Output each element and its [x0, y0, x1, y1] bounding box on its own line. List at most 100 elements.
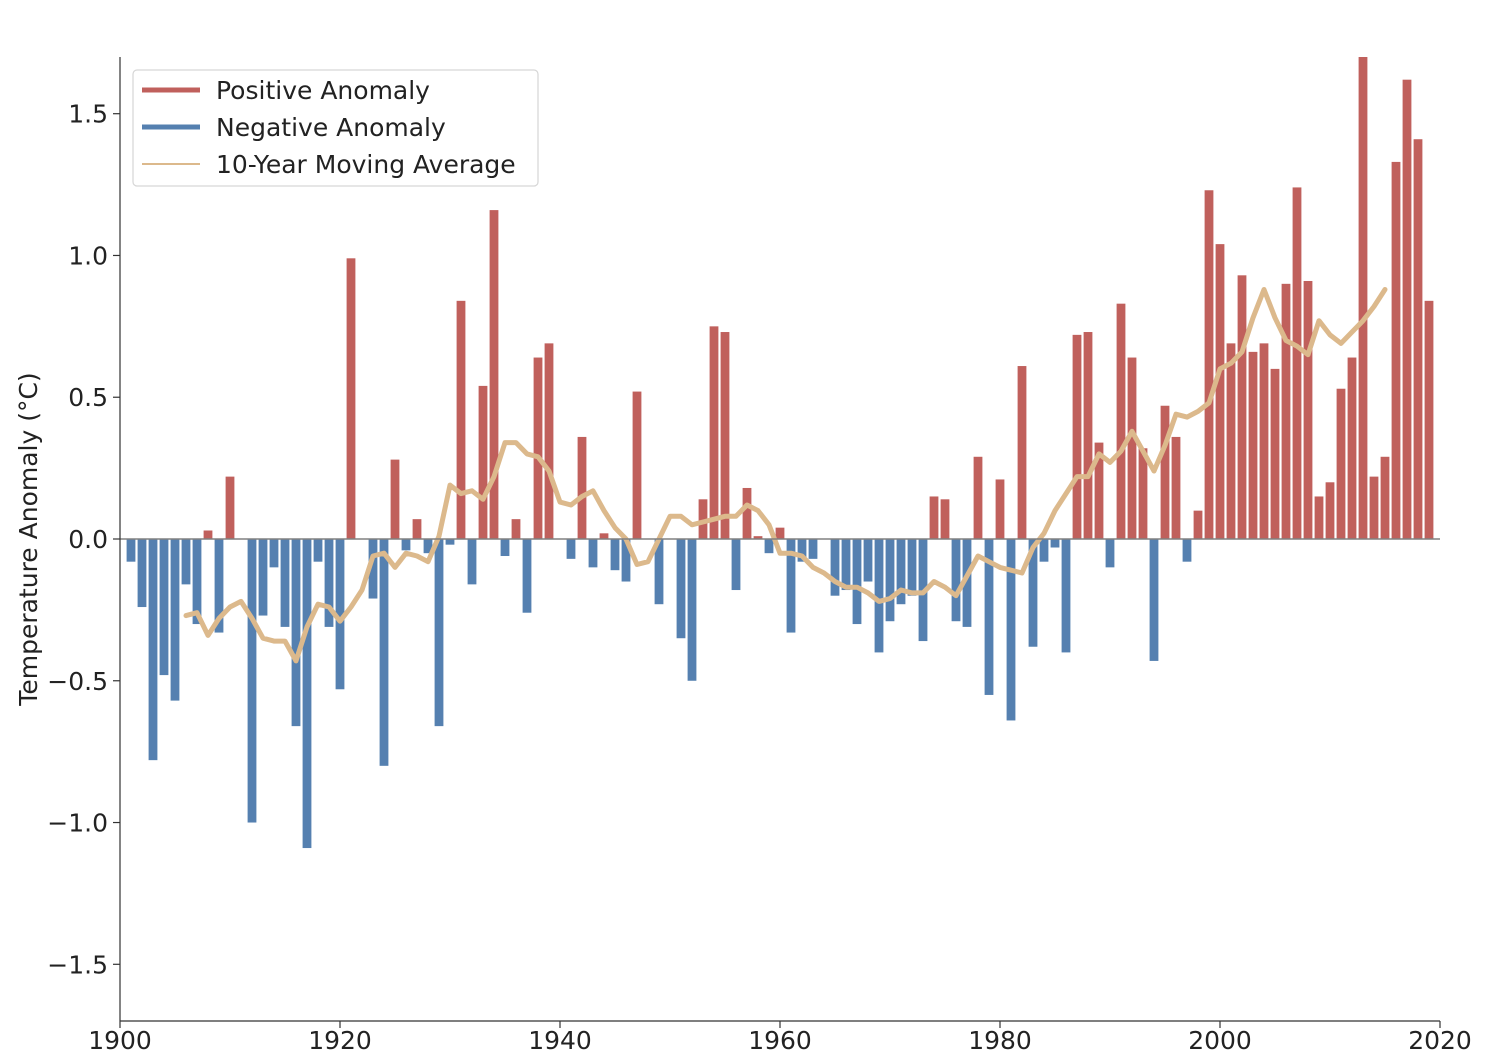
- anomaly-bar-1958: [753, 536, 763, 539]
- anomaly-bar-1904: [159, 539, 169, 676]
- anomaly-bar-1980: [995, 479, 1005, 539]
- anomaly-bar-1935: [500, 539, 510, 557]
- anomaly-bar-2010: [1325, 482, 1335, 539]
- anomaly-bar-1901: [126, 539, 136, 562]
- legend: Positive Anomaly Negative Anomaly 10-Year …: [132, 69, 539, 187]
- anomaly-bar-1981: [1006, 539, 1016, 721]
- anomaly-bar-2009: [1314, 496, 1324, 539]
- anomaly-bar-1971: [896, 539, 906, 605]
- anomaly-bar-1926: [401, 539, 411, 551]
- y-axis-ticks: −1.5 −1.0 −0.5 0.0 0.5 1.0 1.5: [47, 100, 120, 979]
- anomaly-bar-1998: [1193, 510, 1203, 539]
- anomaly-bar-1976: [951, 539, 961, 622]
- x-tick-label: 1940: [528, 1026, 592, 1055]
- anomaly-bar-1936: [511, 519, 521, 539]
- anomaly-bar-1920: [335, 539, 345, 690]
- y-axis-title: Temperature Anomaly (°C): [14, 372, 43, 706]
- moving-average-line: [183, 287, 1388, 664]
- anomaly-bar-1902: [137, 539, 147, 608]
- anomaly-bar-1956: [731, 539, 741, 591]
- y-tick-label: −1.5: [47, 950, 108, 979]
- anomaly-bar-1985: [1050, 539, 1060, 548]
- anomaly-bar-1979: [984, 539, 994, 695]
- anomaly-bar-1967: [852, 539, 862, 625]
- anomaly-bar-2006: [1281, 283, 1291, 539]
- anomaly-bar-1938: [533, 357, 543, 539]
- anomaly-bar-1952: [687, 539, 697, 681]
- anomaly-bar-1993: [1138, 448, 1148, 539]
- anomaly-bar-1962: [797, 539, 807, 562]
- anomaly-bar-1989: [1094, 442, 1104, 539]
- anomaly-bar-1910: [225, 476, 235, 539]
- anomaly-bar-1970: [885, 539, 895, 622]
- anomaly-bar-1965: [830, 539, 840, 596]
- anomaly-bar-1947: [632, 391, 642, 539]
- x-tick-label: 1960: [748, 1026, 812, 1055]
- anomaly-bar-2018: [1413, 139, 1423, 540]
- legend-box: [132, 69, 539, 187]
- y-tick-label: 0.0: [68, 525, 108, 554]
- anomaly-bar-1977: [962, 539, 972, 627]
- y-tick-label: 0.5: [68, 383, 108, 412]
- anomaly-bar-1972: [907, 539, 917, 596]
- anomaly-bar-2003: [1248, 351, 1258, 539]
- anomaly-bar-1968: [863, 539, 873, 582]
- anomaly-bar-2007: [1292, 187, 1302, 539]
- anomaly-bar-1992: [1127, 357, 1137, 539]
- anomaly-bar-1924: [379, 539, 389, 766]
- anomaly-bar-1990: [1105, 539, 1115, 568]
- anomaly-bar-1928: [423, 539, 433, 554]
- legend-label: 10-Year Moving Average: [216, 150, 516, 179]
- anomaly-bar-1932: [467, 539, 477, 585]
- anomaly-bar-2012: [1347, 357, 1357, 539]
- anomaly-bar-1919: [324, 539, 334, 627]
- anomaly-bar-1925: [390, 459, 400, 539]
- anomaly-bar-1907: [192, 539, 202, 625]
- anomaly-bar-1955: [720, 332, 730, 539]
- x-tick-label: 2020: [1408, 1026, 1472, 1055]
- anomaly-bar-1969: [874, 539, 884, 653]
- anomaly-bar-1912: [247, 539, 257, 823]
- anomaly-bar-2011: [1336, 388, 1346, 539]
- anomaly-bar-1918: [313, 539, 323, 562]
- anomaly-bar-1931: [456, 300, 466, 539]
- anomaly-bar-1916: [291, 539, 301, 727]
- anomaly-bar-1994: [1149, 539, 1159, 661]
- y-tick-label: 1.0: [68, 241, 108, 270]
- anomaly-bar-1921: [346, 258, 356, 539]
- anomaly-bar-1987: [1072, 334, 1082, 539]
- anomaly-bar-1942: [577, 436, 587, 539]
- anomaly-bar-1984: [1039, 539, 1049, 562]
- anomaly-bar-1999: [1204, 190, 1214, 539]
- anomaly-bar-1983: [1028, 539, 1038, 647]
- anomaly-bar-2017: [1402, 79, 1412, 540]
- anomaly-bar-2015: [1380, 456, 1390, 539]
- anomaly-bar-1905: [170, 539, 180, 701]
- anomaly-bar-1923: [368, 539, 378, 599]
- anomaly-bar-1945: [610, 539, 620, 571]
- anomaly-bar-1966: [841, 539, 851, 591]
- anomaly-bar-1961: [786, 539, 796, 633]
- anomaly-bar-1982: [1017, 366, 1027, 539]
- x-tick-label: 1920: [308, 1026, 372, 1055]
- anomaly-bar-2004: [1259, 343, 1269, 539]
- anomaly-bar-1927: [412, 519, 422, 539]
- anomaly-bar-2001: [1226, 343, 1236, 539]
- anomaly-bar-1957: [742, 487, 752, 539]
- anomaly-bar-1913: [258, 539, 268, 616]
- y-tick-label: −1.0: [47, 809, 108, 838]
- anomaly-bar-1903: [148, 539, 158, 761]
- anomaly-bar-2005: [1270, 368, 1280, 539]
- anomaly-bar-1908: [203, 530, 213, 539]
- anomaly-bar-1946: [621, 539, 631, 582]
- x-tick-label: 1980: [968, 1026, 1032, 1055]
- anomaly-bar-1934: [489, 210, 499, 539]
- anomaly-bar-1949: [654, 539, 664, 605]
- anomaly-bar-1939: [544, 343, 554, 539]
- anomaly-bar-1914: [269, 539, 279, 568]
- x-tick-label: 2000: [1188, 1026, 1252, 1055]
- anomaly-bar-1963: [808, 539, 818, 559]
- anomaly-bar-1943: [588, 539, 598, 568]
- anomaly-bar-1995: [1160, 405, 1170, 539]
